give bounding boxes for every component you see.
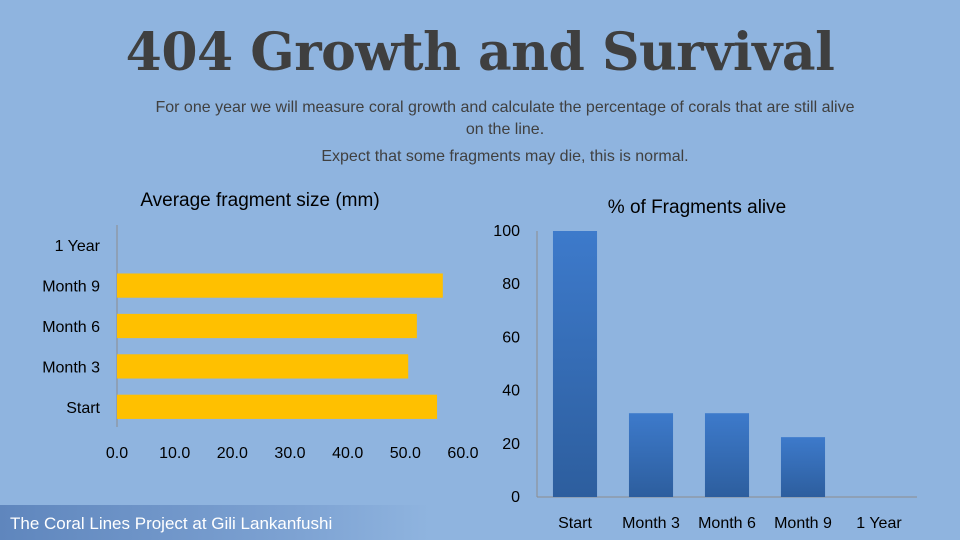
- right-chart-category-label: Start: [558, 515, 592, 532]
- left-chart-tick-label: 0.0: [106, 445, 128, 462]
- left-chart-bar: [117, 354, 409, 379]
- left-chart-tick-label: 10.0: [159, 445, 190, 462]
- left-chart-bar: [117, 273, 443, 298]
- right-chart-category-label: 1 Year: [856, 515, 902, 532]
- right-chart-category-label: Month 6: [698, 515, 756, 532]
- right-chart-tick-label: 40: [502, 383, 520, 400]
- right-chart-tick-label: 20: [502, 436, 520, 453]
- footer-text: The Coral Lines Project at Gili Lankanfu…: [10, 514, 333, 533]
- left-chart-tick-label: 50.0: [390, 445, 421, 462]
- left-chart-category-label: Start: [66, 400, 100, 417]
- left-chart-category-label: Month 9: [42, 279, 100, 296]
- right-chart-tick-label: 0: [511, 489, 520, 506]
- slide-title: 404 Growth and Survival: [125, 22, 835, 83]
- right-chart-bar: [780, 437, 826, 497]
- slide-note: Expect that some fragments may die, this…: [321, 148, 689, 165]
- footer-band: The Coral Lines Project at Gili Lankanfu…: [0, 505, 430, 540]
- right-chart-bar: [628, 413, 674, 497]
- right-chart-bar: [552, 231, 598, 497]
- left-chart-category-label: Month 6: [42, 319, 100, 336]
- left-chart-tick-label: 30.0: [274, 445, 305, 462]
- left-chart-category-label: 1 Year: [55, 238, 101, 255]
- left-chart-category-label: Month 3: [42, 359, 100, 376]
- left-chart-tick-label: 40.0: [332, 445, 363, 462]
- right-chart-tick-label: 80: [502, 276, 520, 293]
- left-chart-tick-label: 20.0: [217, 445, 248, 462]
- right-chart-bar: [704, 413, 750, 497]
- left-chart-tick-label: 60.0: [447, 445, 478, 462]
- left-chart-bar: [117, 313, 417, 339]
- right-chart-category-label: Month 3: [622, 515, 680, 532]
- right-chart-category-label: Month 9: [774, 515, 832, 532]
- right-chart-title: % of Fragments alive: [608, 197, 786, 218]
- right-chart-tick-label: 60: [502, 329, 520, 346]
- left-chart-bar: [117, 394, 438, 419]
- left-chart-title: Average fragment size (mm): [140, 190, 379, 211]
- slide-description: For one year we will measure coral growt…: [155, 99, 855, 138]
- right-chart-tick-label: 100: [493, 223, 520, 240]
